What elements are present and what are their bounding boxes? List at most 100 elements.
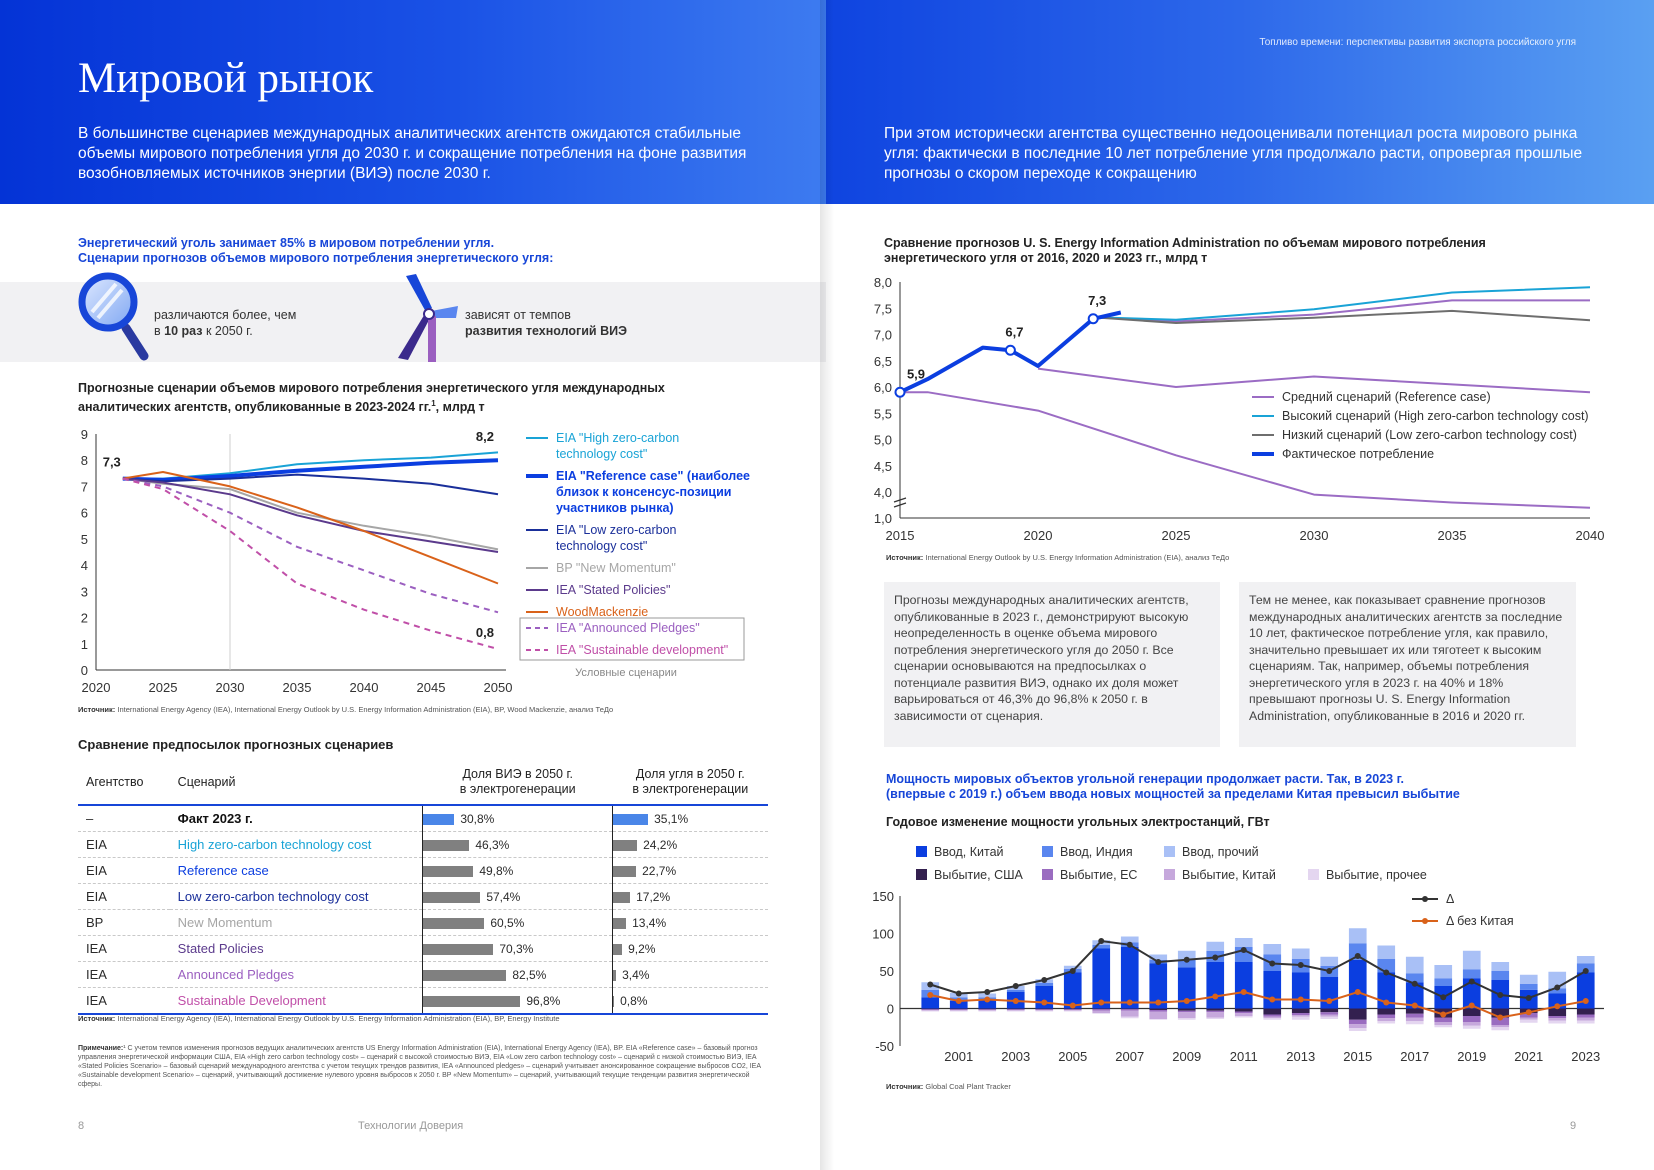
bar-segment [1377, 1008, 1396, 1015]
res-share-value: 46,3% [475, 838, 510, 852]
x-tick-label: 2003 [1001, 1049, 1030, 1064]
y-tick-label: 2 [81, 611, 88, 626]
y-tick-label: 50 [880, 964, 894, 979]
legend-label: EIA "Reference case" (наиболее близок к к… [556, 469, 750, 515]
header-res-share: Доля ВИЭ в 2050 г. в электрогенерации [422, 760, 613, 806]
bar-segment [1263, 1018, 1282, 1020]
res-share-cell: 49,8% [422, 857, 613, 884]
legend-label: Выбытие, США [934, 868, 1024, 882]
delta-point [1183, 998, 1190, 1004]
chart3-title: Годовое изменение мощности угольных элек… [886, 815, 1270, 829]
res-share-value: 57,4% [486, 890, 521, 904]
table-row: EIA Reference case 49,8% 22,7% [78, 857, 768, 884]
legend-label: IEA "Sustainable development" [556, 643, 728, 657]
res-share-value: 70,3% [499, 942, 534, 956]
delta-point [1582, 998, 1589, 1004]
y-tick-label: 5 [81, 532, 88, 547]
bar-segment [1462, 1022, 1481, 1026]
bar-segment [1206, 941, 1225, 951]
bar-segment [1491, 1008, 1510, 1018]
bar-segment [1035, 1009, 1054, 1010]
legend-label: Ввод, прочий [1182, 845, 1259, 859]
bar-segment [1120, 1008, 1139, 1010]
bar-segment [1434, 1017, 1453, 1022]
left-highlight: Энергетический уголь занимает 85% в миро… [78, 236, 798, 266]
band-item-1-prefix: в [154, 324, 165, 338]
bar-segment [978, 999, 997, 1009]
coal-share-value: 13,4% [632, 916, 667, 930]
scenario-cell: New Momentum [169, 909, 423, 936]
delta-point [1155, 999, 1162, 1006]
x-tick-label: 2025 [1162, 528, 1191, 543]
bar-segment [1291, 1008, 1310, 1013]
bar-segment [1177, 950, 1196, 960]
y-tick-label: 4 [81, 558, 88, 573]
delta-line [929, 939, 1587, 1000]
bar-segment [1348, 928, 1367, 944]
band-item-2: зависят от темпов развития технологий ВИ… [465, 307, 627, 339]
y-tick-label: 7,0 [874, 328, 892, 343]
res-share-value: 30,8% [460, 812, 495, 826]
table-row: – Факт 2023 г. 30,8% 35,1% [78, 805, 768, 832]
coal-share-cell: 22,7% [612, 857, 768, 884]
res-share-bar [423, 840, 470, 852]
delta-point [1326, 998, 1333, 1004]
magnifier-icon [78, 272, 154, 364]
bar-segment [1491, 1027, 1510, 1031]
scenario-cell: Sustainable Development [169, 987, 423, 1015]
x-tick-label: 2020 [1024, 528, 1053, 543]
series-line [122, 477, 499, 551]
page-title: Мировой рынок [78, 55, 374, 102]
eia-forecast-comparison-chart: 4,0 4,5 5,0 5,5 6,0 6,5 7,0 7,5 8,0 1,0 2015 2020 20… [874, 275, 1605, 543]
res-share-bar [423, 996, 521, 1008]
bar-segment [949, 1010, 968, 1012]
agency-cell: IEA [78, 935, 170, 962]
y-tick-label: -50 [875, 1039, 894, 1054]
y-tick-label: 1 [81, 637, 88, 652]
bar-segment [1177, 1010, 1196, 1013]
delta-point [1411, 1002, 1418, 1009]
bar-segment [1234, 1013, 1253, 1016]
source-4-label: Источник: [886, 1082, 924, 1091]
bar-segment [1006, 1010, 1025, 1012]
bar-segment [1035, 1010, 1054, 1011]
delta-point [1468, 978, 1475, 985]
conditional-scenarios-label: Условные сценарии [575, 667, 677, 679]
bar-segment [1491, 971, 1510, 980]
delta-point [1212, 993, 1219, 1000]
legend-swatch [916, 846, 927, 857]
bar-segment [1548, 1020, 1567, 1024]
footnote-label: Примечание: [78, 1045, 124, 1052]
bar-segment [1320, 1014, 1339, 1017]
y-tick-label: 0 [81, 663, 88, 678]
footer-brand: Технологии Доверия [358, 1120, 464, 1132]
legend-swatch [916, 869, 927, 880]
text-box-right: Тем не менее, как показывает сравнение п… [1239, 582, 1576, 747]
right-highlight-line-2: (впервые с 2019 г.) объем ввода новых мо… [886, 787, 1460, 801]
bar-segment [1035, 983, 1054, 986]
bar-segment [1348, 959, 1367, 1009]
res-share-value: 82,5% [512, 968, 547, 982]
y-tick-label: 9 [81, 427, 88, 442]
legend-label: Выбытие, ЕС [1060, 868, 1137, 882]
scenario-cell: Факт 2023 г. [169, 805, 423, 832]
highlight-line-1: Энергетический уголь занимает 85% в миро… [78, 236, 495, 250]
coal-share-value: 9,2% [628, 942, 656, 956]
bar-segment [1177, 959, 1196, 968]
band-item-2-bold: развития технологий ВИЭ [465, 324, 627, 338]
bar-segment [1576, 1008, 1595, 1015]
bar-segment [1263, 971, 1282, 1009]
coal-share-bar [613, 840, 638, 852]
delta-point [1212, 954, 1219, 961]
x-tick-label: 2013 [1286, 1049, 1315, 1064]
bar-segment [1234, 1011, 1253, 1013]
header-agency: Агентство [78, 760, 170, 806]
table-row: EIA High zero-carbon technology cost 46,3%… [78, 831, 768, 858]
comparison-table: Агентство Сценарий Доля ВИЭ в 2050 г. в … [78, 760, 768, 1015]
bar-segment [1377, 972, 1396, 1009]
y-tick-label: 150 [872, 889, 894, 904]
bar-segment [921, 1010, 940, 1012]
coal-share-value: 3,4% [622, 968, 650, 982]
delta-point [1098, 938, 1105, 944]
band-item-1-line-1: различаются более, чем [154, 308, 297, 322]
